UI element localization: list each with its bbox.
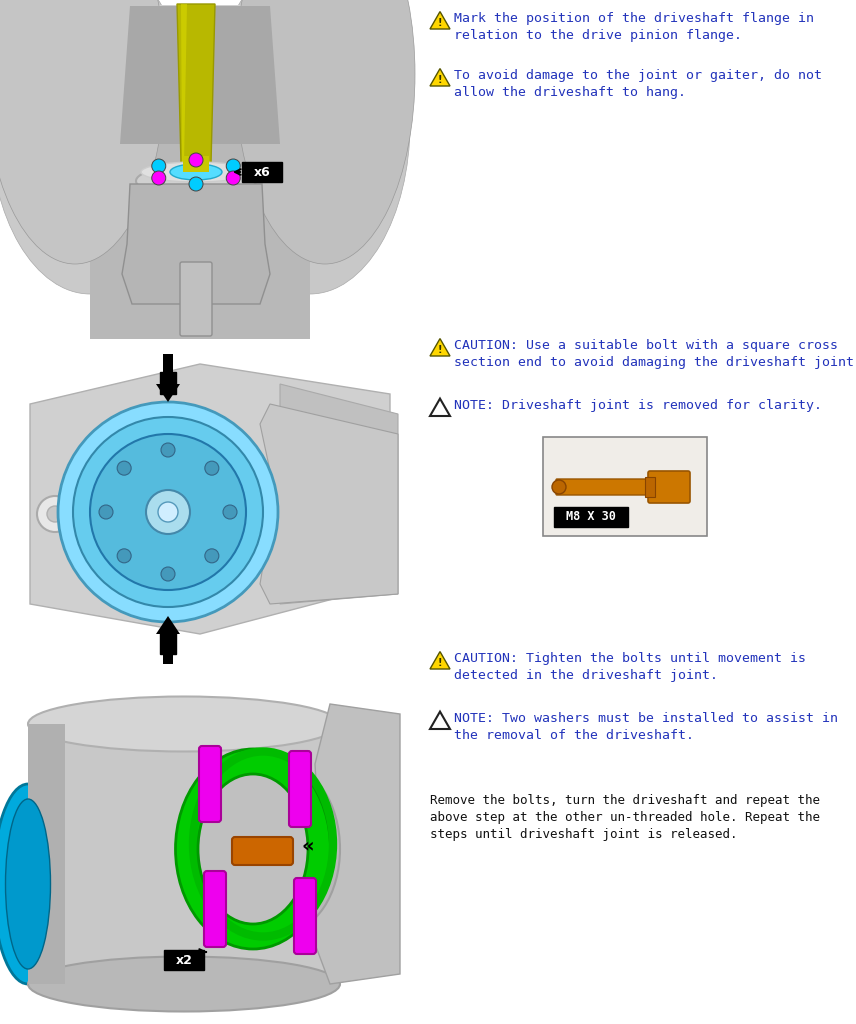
Text: x2: x2 xyxy=(175,953,193,967)
Text: NOTE: Two washers must be installed to assist in
the removal of the driveshaft.: NOTE: Two washers must be installed to a… xyxy=(454,712,838,741)
Circle shape xyxy=(73,417,263,607)
Circle shape xyxy=(152,171,166,185)
Circle shape xyxy=(347,526,363,542)
Circle shape xyxy=(189,153,203,167)
Polygon shape xyxy=(280,384,398,604)
Polygon shape xyxy=(430,339,450,356)
Circle shape xyxy=(161,443,175,457)
Circle shape xyxy=(37,496,73,532)
Ellipse shape xyxy=(235,0,415,264)
FancyBboxPatch shape xyxy=(556,479,658,495)
FancyBboxPatch shape xyxy=(5,345,403,679)
Circle shape xyxy=(117,461,131,475)
Circle shape xyxy=(205,461,219,475)
FancyBboxPatch shape xyxy=(5,5,403,339)
Ellipse shape xyxy=(28,956,340,1012)
Ellipse shape xyxy=(170,164,222,180)
Ellipse shape xyxy=(28,696,340,752)
FancyBboxPatch shape xyxy=(294,878,316,954)
Circle shape xyxy=(58,402,278,622)
FancyBboxPatch shape xyxy=(242,162,282,182)
Polygon shape xyxy=(430,398,450,416)
Circle shape xyxy=(226,171,241,185)
Circle shape xyxy=(90,434,246,590)
FancyBboxPatch shape xyxy=(163,354,173,384)
Circle shape xyxy=(205,549,219,563)
FancyBboxPatch shape xyxy=(232,837,293,865)
Circle shape xyxy=(47,506,63,522)
FancyBboxPatch shape xyxy=(5,5,403,144)
FancyBboxPatch shape xyxy=(160,632,176,654)
Text: Mark the position of the driveshaft flange in
relation to the drive pinion flang: Mark the position of the driveshaft flan… xyxy=(454,11,814,42)
Text: Remove the bolts, turn the driveshaft and repeat the
above step at the other un-: Remove the bolts, turn the driveshaft an… xyxy=(430,794,820,841)
Circle shape xyxy=(552,480,566,494)
Polygon shape xyxy=(156,384,180,402)
FancyBboxPatch shape xyxy=(160,372,176,394)
Text: !: ! xyxy=(437,75,443,85)
FancyBboxPatch shape xyxy=(5,689,403,1019)
Text: NOTE: Driveshaft joint is removed for clarity.: NOTE: Driveshaft joint is removed for cl… xyxy=(454,398,822,412)
Ellipse shape xyxy=(175,749,330,949)
Text: CAUTION: Use a suitable bolt with a square cross
section end to avoid damaging t: CAUTION: Use a suitable bolt with a squa… xyxy=(454,339,856,369)
Circle shape xyxy=(226,159,241,173)
Circle shape xyxy=(99,505,113,519)
Text: !: ! xyxy=(437,345,443,355)
Polygon shape xyxy=(122,184,270,304)
FancyBboxPatch shape xyxy=(199,746,221,822)
Ellipse shape xyxy=(0,784,63,984)
Polygon shape xyxy=(260,404,398,604)
Text: M8 X 30: M8 X 30 xyxy=(566,510,616,522)
Ellipse shape xyxy=(141,162,251,182)
Polygon shape xyxy=(177,4,215,164)
FancyBboxPatch shape xyxy=(163,634,173,664)
Circle shape xyxy=(223,505,237,519)
Polygon shape xyxy=(181,4,187,164)
Polygon shape xyxy=(28,724,65,984)
Text: x6: x6 xyxy=(253,166,270,178)
Polygon shape xyxy=(28,724,340,984)
FancyBboxPatch shape xyxy=(645,477,655,497)
Circle shape xyxy=(152,159,166,173)
FancyBboxPatch shape xyxy=(164,950,204,970)
Circle shape xyxy=(146,490,190,534)
FancyBboxPatch shape xyxy=(180,262,212,336)
Text: !: ! xyxy=(437,658,443,668)
Circle shape xyxy=(337,516,373,552)
Polygon shape xyxy=(430,69,450,86)
Ellipse shape xyxy=(198,774,308,924)
FancyBboxPatch shape xyxy=(90,139,310,339)
FancyBboxPatch shape xyxy=(648,471,690,503)
Polygon shape xyxy=(430,11,450,29)
Circle shape xyxy=(117,549,131,563)
FancyBboxPatch shape xyxy=(204,871,226,947)
Polygon shape xyxy=(156,616,180,634)
Polygon shape xyxy=(120,6,280,144)
Polygon shape xyxy=(183,156,209,172)
Polygon shape xyxy=(430,712,450,729)
FancyBboxPatch shape xyxy=(289,751,311,827)
Ellipse shape xyxy=(210,0,410,294)
Ellipse shape xyxy=(240,776,330,922)
FancyBboxPatch shape xyxy=(554,507,628,527)
Polygon shape xyxy=(430,651,450,669)
Ellipse shape xyxy=(230,767,340,932)
Ellipse shape xyxy=(136,165,256,197)
Polygon shape xyxy=(315,705,400,984)
Circle shape xyxy=(158,502,178,522)
Ellipse shape xyxy=(0,0,190,294)
Text: !: ! xyxy=(437,18,443,28)
Ellipse shape xyxy=(0,0,165,264)
Polygon shape xyxy=(30,364,390,634)
Text: CAUTION: Tighten the bolts until movement is
detected in the driveshaft joint.: CAUTION: Tighten the bolts until movemen… xyxy=(454,651,806,682)
Ellipse shape xyxy=(5,799,51,969)
Text: «: « xyxy=(301,837,314,855)
Circle shape xyxy=(161,567,175,581)
Text: To avoid damage to the joint or gaiter, do not
allow the driveshaft to hang.: To avoid damage to the joint or gaiter, … xyxy=(454,69,822,98)
FancyBboxPatch shape xyxy=(543,437,707,536)
Circle shape xyxy=(189,177,203,191)
